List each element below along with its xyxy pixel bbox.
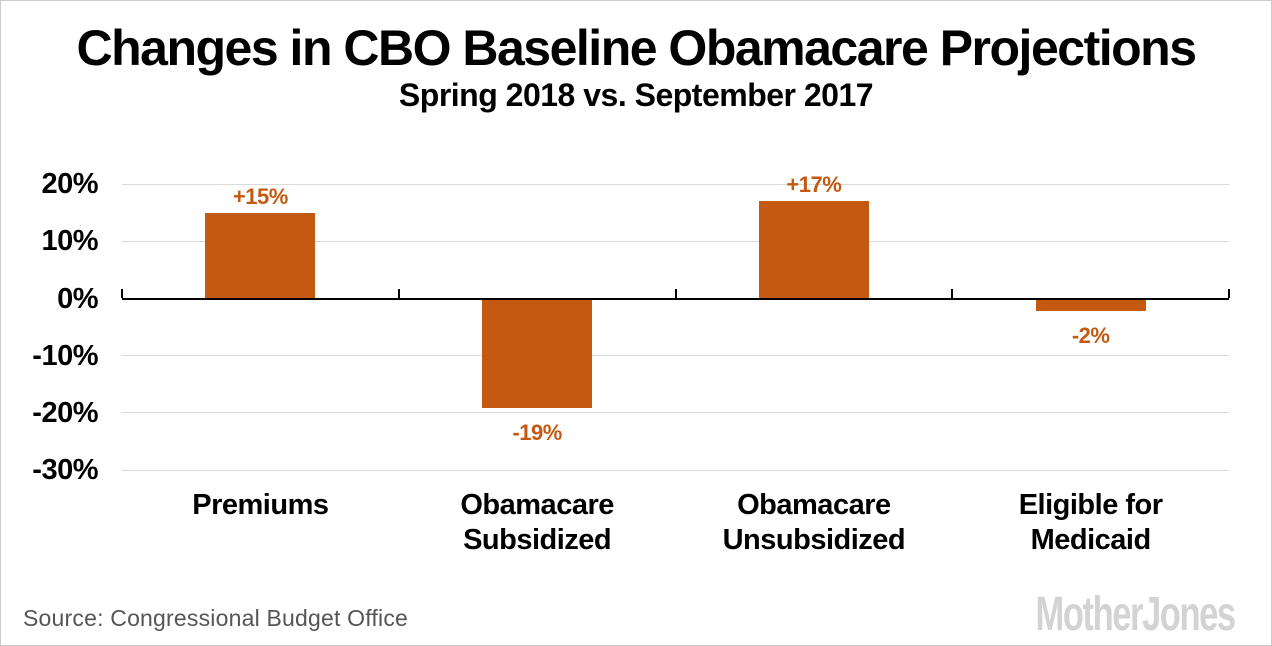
bar-value-label: +15%: [232, 183, 288, 209]
bar-value-label: -19%: [512, 420, 562, 446]
y-axis-tick-label: -30%: [32, 454, 98, 487]
category-label: Obamacare Subsidized: [460, 489, 614, 556]
y-axis-tick-label: -20%: [32, 396, 98, 429]
axis-tick: [1228, 288, 1230, 298]
bar: [482, 299, 593, 409]
gridline: [122, 412, 1229, 414]
bar-value-label: +17%: [786, 172, 842, 198]
chart-subtitle: Spring 2018 vs. September 2017: [398, 77, 874, 113]
axis-tick: [397, 288, 400, 298]
chart-title: Changes in CBO Baseline Obamacare Projec…: [76, 20, 1198, 76]
category-label: Premiums: [192, 489, 329, 521]
y-axis-tick-label: 10%: [41, 225, 98, 258]
axis-tick: [951, 288, 954, 298]
gridline: [122, 355, 1229, 357]
axis-tick: [121, 288, 123, 298]
category-label: Eligible for Medicaid: [1018, 489, 1163, 556]
y-axis-tick-label: 0%: [57, 282, 98, 315]
bar: [758, 201, 869, 299]
bar: [1035, 299, 1146, 311]
y-axis-tick-label: 20%: [41, 168, 98, 201]
bar: [205, 212, 316, 299]
gridline: [122, 240, 1229, 242]
y-axis-tick-label: -10%: [32, 339, 98, 372]
x-axis-line: [122, 297, 1229, 300]
bar-value-label: -2%: [1071, 322, 1110, 348]
category-label: Obamacare Unsubsidized: [722, 489, 906, 556]
source-note: Source: Congressional Budget Office: [23, 605, 409, 631]
gridline: [122, 469, 1229, 471]
axis-tick: [674, 288, 677, 298]
motherjones-logo: MotherJones: [1035, 588, 1237, 641]
gridline: [122, 183, 1229, 185]
